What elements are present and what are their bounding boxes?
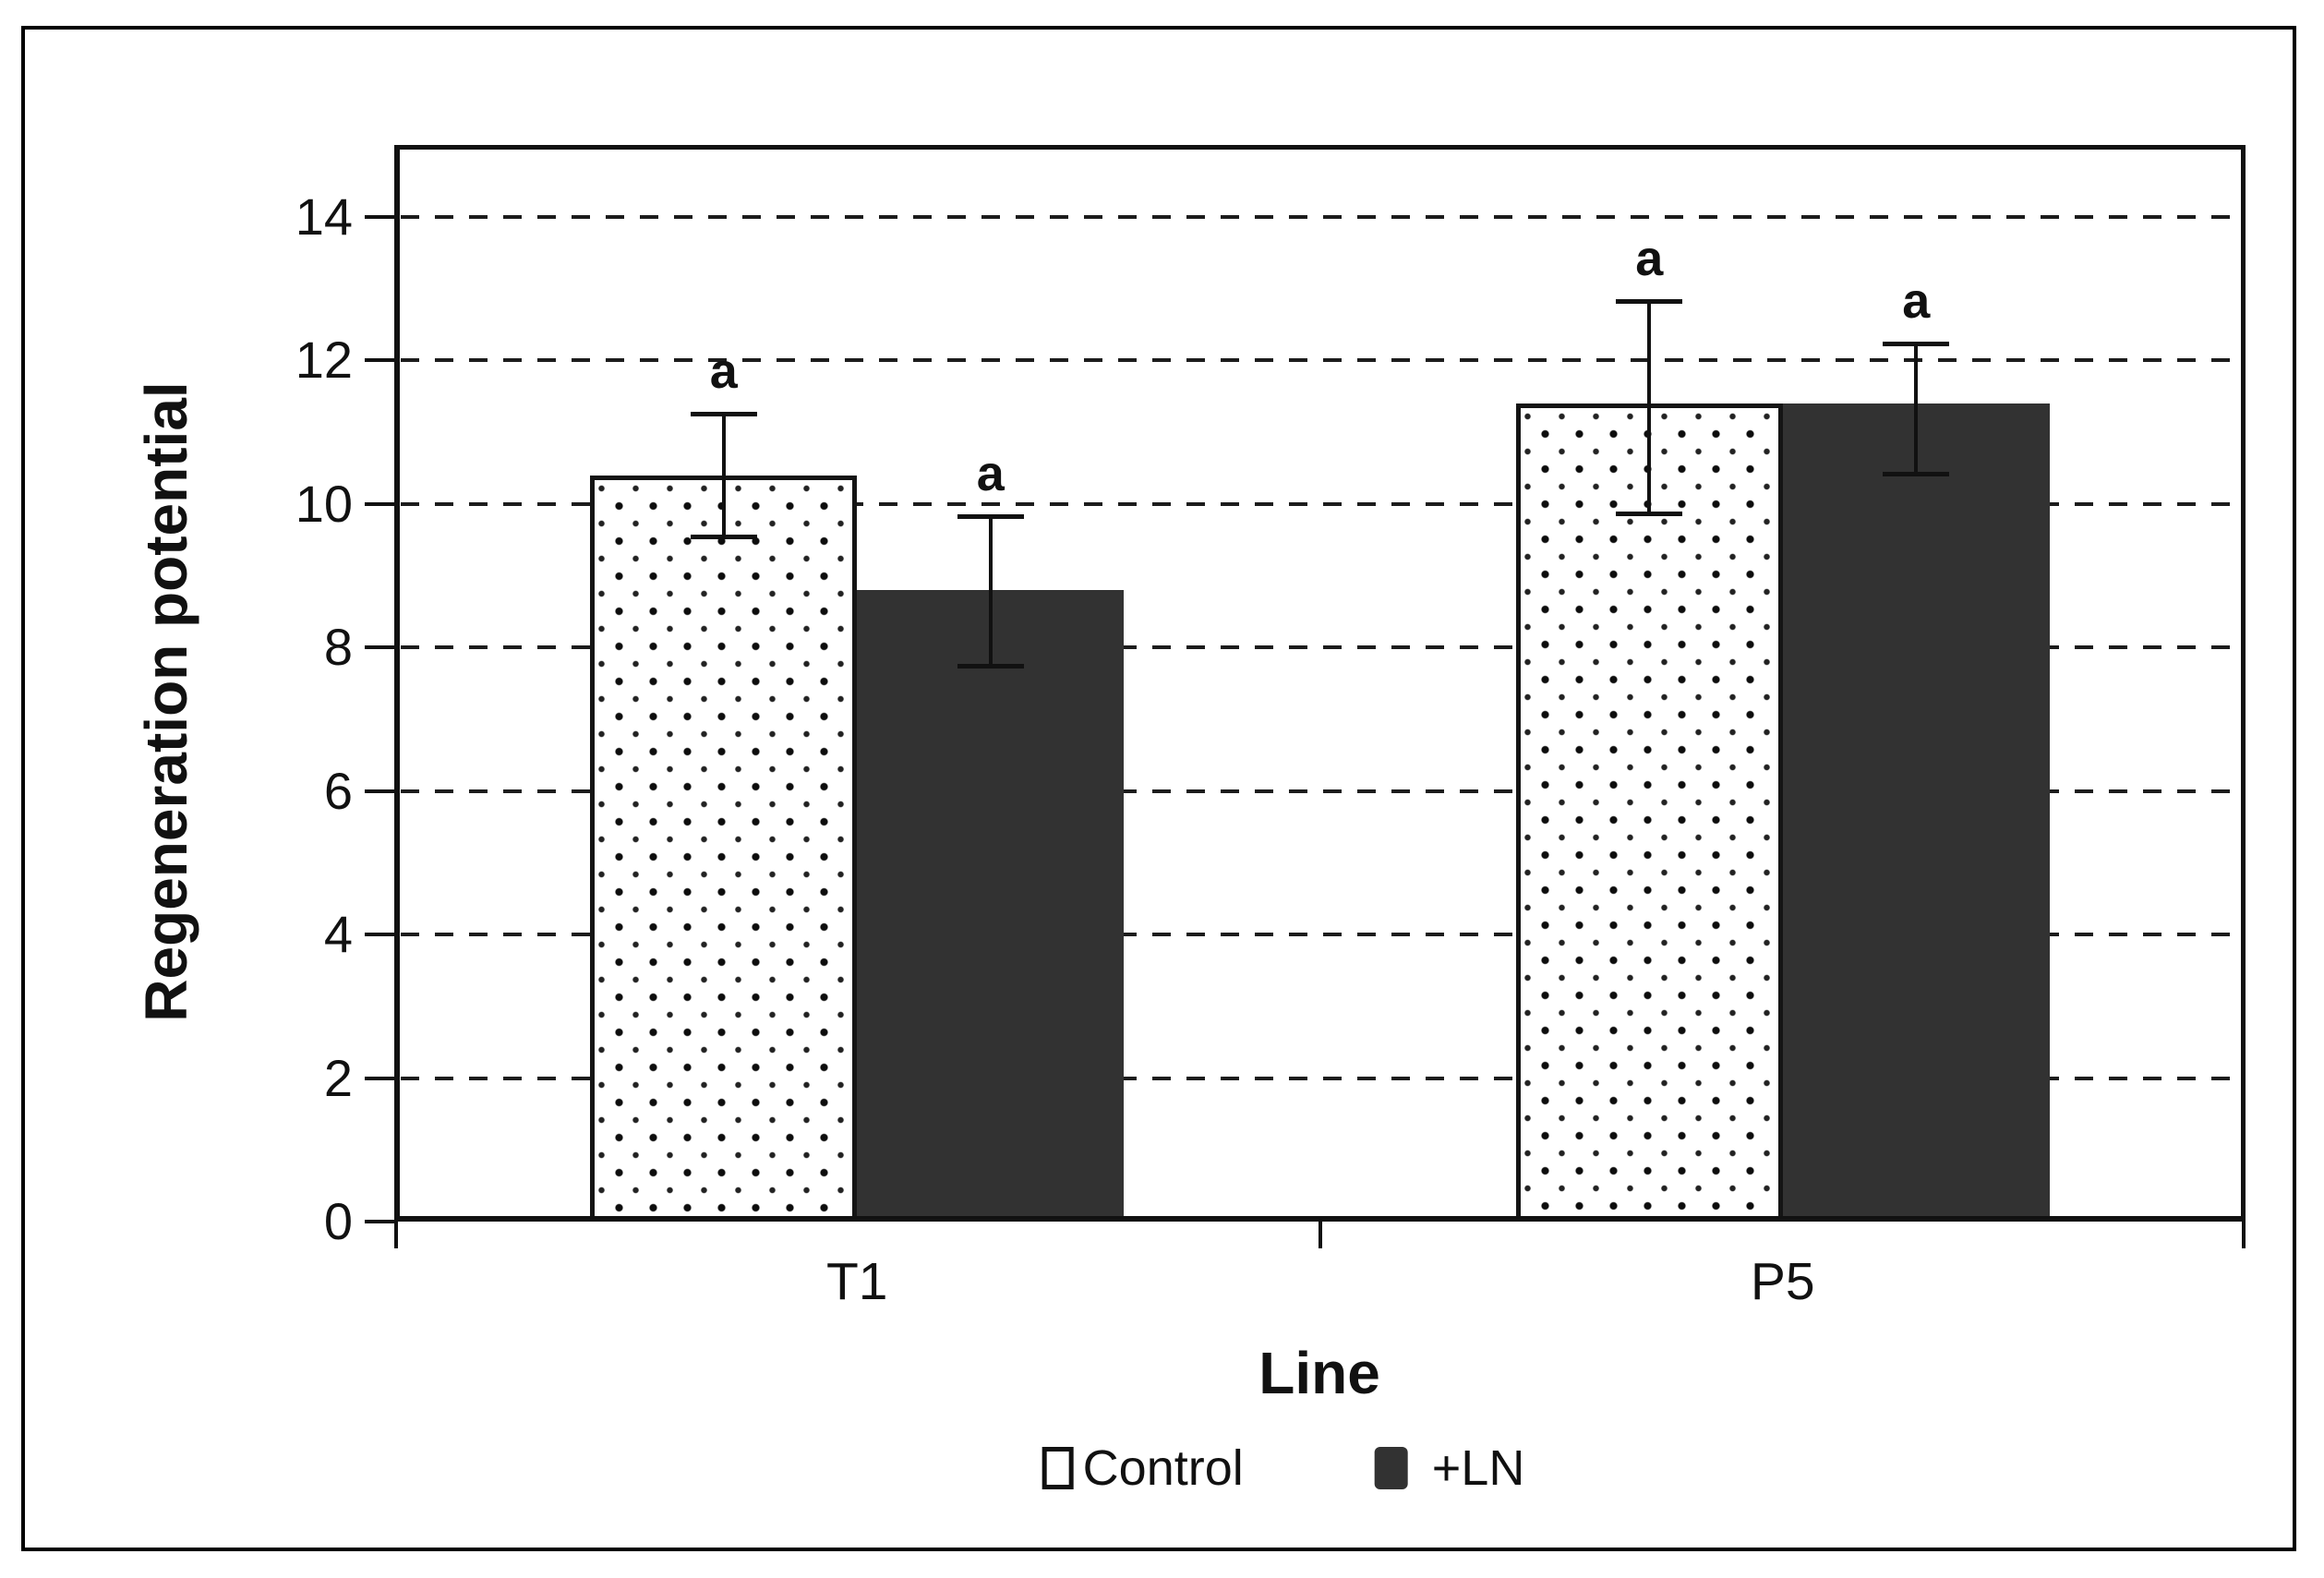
errorbar-cap-top-t1-ln — [957, 513, 1024, 519]
x-axis-title: Line — [1258, 1340, 1380, 1406]
bar-t1-ln — [857, 589, 1125, 1222]
legend-item-ln: +LN — [1244, 1440, 1525, 1496]
bar-p5-control — [1515, 403, 1783, 1222]
errorbar-cap-bottom-t1-ln — [957, 663, 1024, 669]
sig-label-p5-ln: a — [1902, 272, 1931, 329]
errorbar-cap-bottom-p5-control — [1616, 511, 1683, 516]
y-tick-12 — [365, 358, 394, 363]
sig-label-t1-ln: a — [976, 445, 1005, 501]
y-tick-label-10: 10 — [295, 474, 353, 533]
errorbar-cap-top-p5-control — [1616, 298, 1683, 304]
errorbar-cap-top-p5-ln — [1883, 341, 1950, 346]
errorbar-cap-bottom-t1-control — [690, 534, 757, 539]
errorbar-stem-t1-control — [721, 413, 726, 536]
y-tick-label-14: 14 — [295, 187, 353, 246]
y-tick-8 — [365, 645, 394, 650]
y-tick-0 — [365, 1220, 394, 1223]
gridline-y4 — [401, 933, 2240, 937]
y-tick-2 — [365, 1076, 394, 1080]
y-tick-label-0: 0 — [323, 1192, 353, 1250]
sig-label-t1-control: a — [709, 343, 738, 399]
legend-swatch-ln — [1374, 1447, 1408, 1489]
y-tick-6 — [365, 789, 394, 793]
y-tick-14 — [365, 214, 394, 219]
gridline-y10 — [401, 501, 2240, 506]
legend: Control +LN — [1042, 1440, 1525, 1496]
errorbar-cap-bottom-p5-ln — [1883, 472, 1950, 477]
category-label-t1: T1 — [825, 1252, 888, 1311]
errorbar-cap-top-t1-control — [690, 411, 757, 416]
gridline-y12 — [401, 358, 2240, 363]
errorbar-stem-t1-ln — [988, 515, 993, 666]
legend-swatch-control — [1042, 1447, 1074, 1489]
y-tick-label-2: 2 — [323, 1048, 353, 1107]
plot-area: a a a a — [365, 145, 2246, 1248]
bar-t1-control — [590, 475, 858, 1222]
y-tick-label-12: 12 — [295, 331, 353, 390]
y-axis-title: Regeneration potential — [133, 381, 199, 1022]
errorbar-stem-p5-ln — [1914, 343, 1919, 474]
errorbar-stem-p5-control — [1647, 300, 1652, 513]
x-tick-2 — [2242, 1219, 2246, 1248]
gridline-y6 — [401, 789, 2240, 793]
x-tick-1 — [1318, 1219, 1322, 1248]
gridline-y2 — [401, 1076, 2240, 1080]
bar-p5-ln — [1782, 403, 2050, 1222]
legend-label-control: Control — [1082, 1440, 1244, 1496]
y-tick-label-8: 8 — [323, 618, 353, 677]
gridline-y8 — [401, 645, 2240, 650]
y-tick-label-6: 6 — [323, 761, 353, 820]
x-tick-0 — [394, 1219, 398, 1248]
gridline-y14 — [401, 214, 2240, 219]
legend-item-control: Control — [1042, 1442, 1244, 1494]
y-tick-label-4: 4 — [323, 905, 353, 964]
y-tick-4 — [365, 933, 394, 937]
category-label-p5: P5 — [1750, 1252, 1815, 1311]
y-tick-10 — [365, 501, 394, 506]
legend-label-ln: +LN — [1431, 1440, 1525, 1496]
sig-label-p5-control: a — [1635, 230, 1664, 286]
